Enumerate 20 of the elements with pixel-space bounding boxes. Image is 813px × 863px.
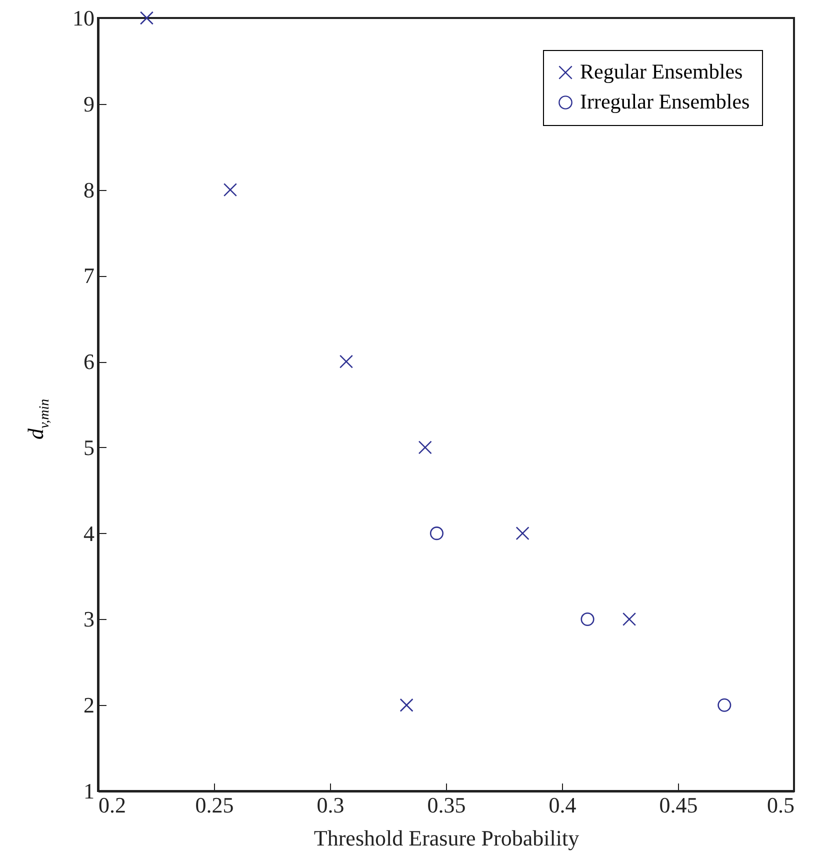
- y-tick-label: 2: [84, 692, 94, 718]
- x-tick-label: 0.25: [195, 792, 234, 818]
- x-axis-title: Threshold Erasure Probability: [314, 826, 580, 850]
- x-tick-label: 0.2: [98, 792, 126, 818]
- x-tick-label: 0.35: [427, 792, 466, 818]
- y-tick-label: 1: [84, 778, 94, 804]
- x-tick-label: 0.5: [767, 792, 794, 818]
- legend-label: Irregular Ensembles: [580, 90, 750, 114]
- y-tick-label: 8: [84, 177, 94, 202]
- y-tick-label: 10: [72, 6, 94, 30]
- y-tick-label: 5: [84, 434, 94, 460]
- y-tick-label: 7: [84, 263, 94, 288]
- y-tick-label: 6: [84, 349, 94, 374]
- x-tick-label: 0.3: [316, 792, 344, 818]
- y-tick-label: 3: [84, 606, 94, 632]
- x-tick-label: 0.4: [548, 792, 576, 818]
- y-tick-label: 9: [84, 91, 94, 116]
- x-tick-label: 0.45: [659, 792, 698, 818]
- y-tick-label: 4: [84, 520, 94, 546]
- legend-label: Regular Ensembles: [580, 60, 743, 84]
